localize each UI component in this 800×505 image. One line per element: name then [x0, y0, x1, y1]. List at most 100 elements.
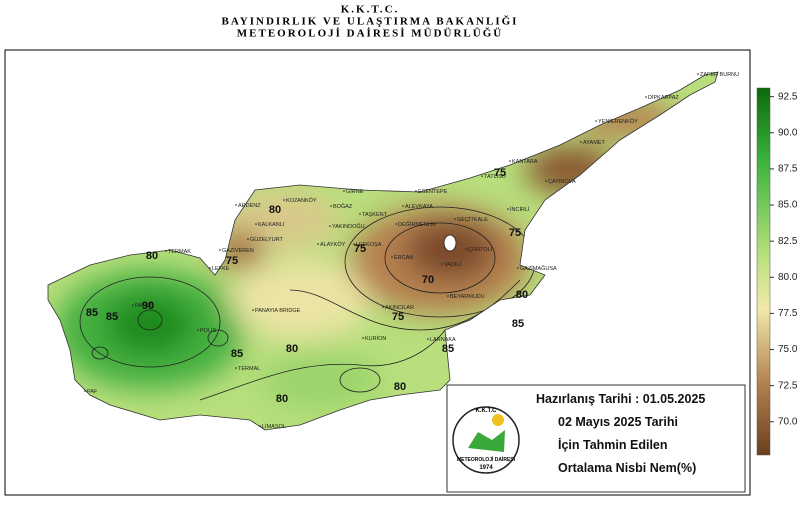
place-dot: [427, 338, 429, 340]
logo-text: K.K.T.C: [476, 408, 498, 414]
place-dot: [402, 205, 404, 207]
place-dot: [219, 249, 221, 251]
contour-label: 80: [286, 343, 298, 355]
header: METEOROLOJİ DAİRESİ MÜDÜRLÜĞÜ: [237, 27, 503, 40]
place-label: VADİLİ: [444, 261, 461, 268]
colorbar-tick-label: 92.5: [778, 91, 798, 102]
place-label: LİMASOL: [262, 423, 286, 430]
place-dot: [359, 213, 361, 215]
place-label: KALKANLI: [258, 222, 285, 228]
place-label: ÇAYIROVA: [548, 179, 576, 185]
colorbar: [756, 87, 771, 456]
place-label: TATLISU: [484, 174, 506, 180]
place-dot: [645, 96, 647, 98]
colorbar-tick-label: 87.5: [778, 164, 798, 175]
place-label: YENİERENKÖY: [598, 118, 638, 125]
place-dot: [697, 73, 699, 75]
place-label: AKINCILAR: [385, 305, 414, 311]
place-dot: [343, 190, 345, 192]
place-dot: [84, 390, 86, 392]
place-dot: [517, 267, 519, 269]
place-label: GAZİMAĞUSA: [520, 265, 557, 272]
info-text: Hazırlanış Tarihi : 01.05.2025: [536, 392, 705, 406]
place-dot: [255, 223, 257, 225]
place-label: ALEVKAYA: [405, 204, 433, 210]
place-dot: [252, 309, 254, 311]
contour-label: 80: [276, 393, 288, 405]
colorbar-tick-label: 82.5: [778, 236, 798, 247]
place-label: PAF: [87, 389, 98, 395]
place-dot: [353, 243, 355, 245]
place-dot: [259, 425, 261, 427]
place-dot: [391, 256, 393, 258]
place-label: GİRNE: [346, 188, 364, 195]
place-label: KOZANKÖY: [286, 197, 317, 204]
colorbar-tick-label: 77.5: [778, 308, 798, 319]
place-label: POLİS: [200, 327, 217, 334]
contour-label: 80: [394, 381, 406, 393]
place-dot: [465, 248, 467, 250]
place-label: ARDENZ: [238, 203, 261, 209]
info-text: 02 Mayıs 2025 Tarihi: [558, 415, 678, 429]
info-text: İçin Tahmin Edilen: [558, 437, 668, 452]
place-dot: [441, 263, 443, 265]
logo-text: METEOROLOJİ DAİRESİ: [457, 456, 516, 463]
place-label: TERMAK: [168, 249, 191, 255]
contour-label: 75: [354, 243, 366, 255]
place-label: ÇORTOLİ: [468, 246, 493, 253]
contour-label: 90: [142, 300, 154, 312]
place-dot: [247, 238, 249, 240]
place-label: LEFKE: [212, 266, 230, 272]
contour-label: 75: [392, 311, 404, 323]
colorbar-tick-label: 80.0: [778, 272, 798, 283]
place-label: BOĞAZ: [333, 203, 353, 210]
info-text: Ortalama Nisbi Nem(%): [558, 461, 696, 475]
place-label: PAFOS: [135, 303, 154, 309]
place-label: PANAYIA BRIDGE: [255, 308, 301, 314]
place-dot: [507, 208, 509, 210]
place-dot: [132, 304, 134, 306]
colorbar-tick-label: 85.0: [778, 200, 798, 211]
place-label: LEFKOŞA: [356, 242, 382, 248]
place-label: GAZİVEREN: [222, 247, 254, 254]
place-label: BEYARMUDU: [450, 294, 485, 300]
place-dot: [545, 180, 547, 182]
place-dot: [197, 329, 199, 331]
contour-label: 85: [106, 311, 118, 323]
place-dot: [165, 250, 167, 252]
place-label: ERCAN: [394, 255, 413, 261]
colorbar-tick-label: 90.0: [778, 127, 798, 138]
place-label: TAŞKENT: [362, 212, 388, 218]
place-dot: [595, 120, 597, 122]
place-label: ALAYKÖY: [320, 241, 346, 248]
contour-label: 85: [512, 318, 524, 330]
place-dot: [481, 175, 483, 177]
colorbar-tick-label: 70.0: [778, 416, 798, 427]
place-dot: [580, 141, 582, 143]
place-dot: [235, 204, 237, 206]
place-dot: [454, 218, 456, 220]
place-label: AYAMET: [583, 140, 605, 146]
place-dot: [329, 225, 331, 227]
place-label: GEÇİTKALE: [457, 216, 488, 223]
place-dot: [509, 160, 511, 162]
place-dot: [330, 205, 332, 207]
contour-label: 80: [516, 289, 528, 301]
contour-label: 75: [494, 167, 506, 179]
place-dot: [382, 306, 384, 308]
contour-label: 80: [146, 250, 158, 262]
contour-label: 85: [231, 348, 243, 360]
place-label: LARNAKA: [430, 337, 456, 343]
contour-label: 85: [442, 343, 454, 355]
place-label: TERMAL: [238, 366, 260, 372]
place-label: ESENTEPE: [418, 189, 448, 195]
place-label: GÜZELYURT: [250, 236, 283, 243]
logo-sun: [492, 414, 504, 426]
place-dot: [209, 267, 211, 269]
place-label: ZAFER BURNU: [700, 72, 739, 78]
place-dot: [235, 367, 237, 369]
contour-label: 80: [269, 204, 281, 216]
place-label: DEĞİRMENLİK: [398, 221, 436, 228]
place-dot: [362, 337, 364, 339]
logo-text: 1974: [479, 465, 493, 471]
